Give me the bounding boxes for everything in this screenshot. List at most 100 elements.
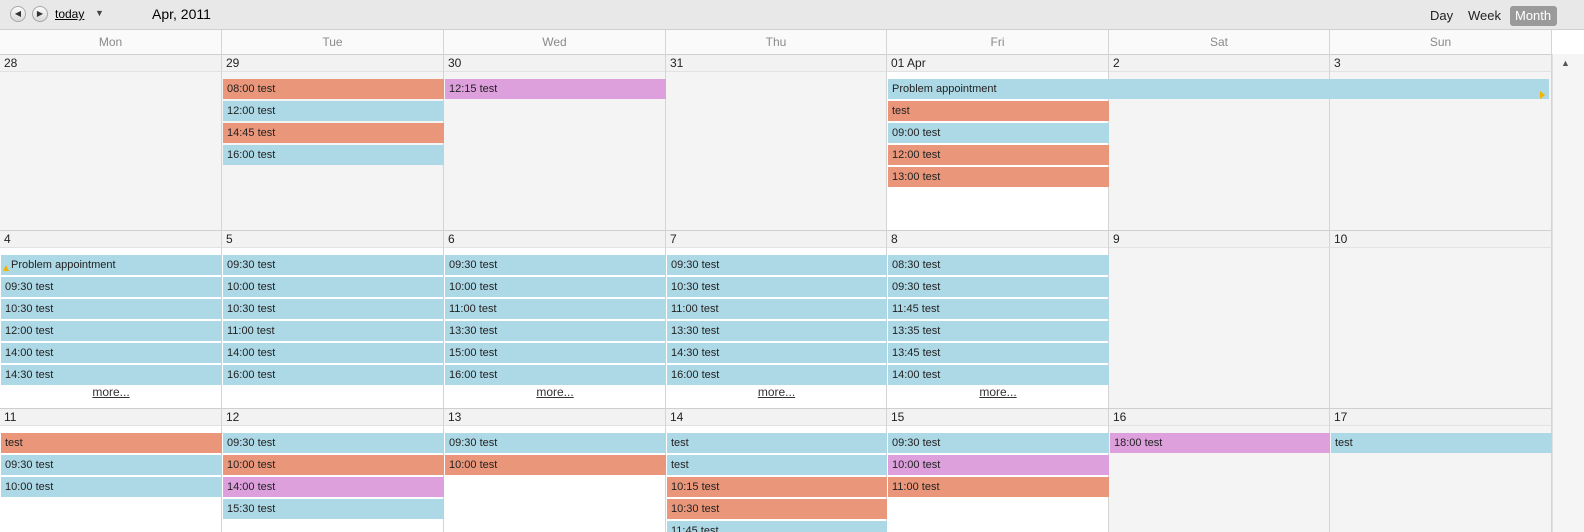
caret-down-icon[interactable]: ▼ (95, 8, 104, 18)
event-item[interactable]: 15:00 test (445, 343, 666, 363)
event-item[interactable]: 10:00 test (1, 477, 222, 497)
event-item[interactable]: 10:00 test (445, 277, 666, 297)
event-item[interactable]: 11:00 test (445, 299, 666, 319)
event-item[interactable]: test (667, 433, 887, 453)
day-number[interactable]: 3 (1330, 54, 1552, 72)
scroll-up-icon[interactable]: ▲ (1561, 58, 1570, 68)
event-span[interactable]: Problem appointment (1, 255, 222, 275)
event-span[interactable]: Problem appointment (888, 79, 1549, 99)
day-number[interactable]: 17 (1330, 408, 1552, 426)
event-item[interactable]: 13:45 test (888, 343, 1109, 363)
event-item[interactable]: test (667, 455, 887, 475)
day-number[interactable]: 6 (444, 230, 666, 248)
event-item[interactable]: 14:00 test (223, 477, 444, 497)
vertical-scrollbar[interactable] (1552, 54, 1584, 532)
day-cell[interactable] (666, 54, 887, 230)
mode-month-button[interactable]: Month (1510, 6, 1557, 26)
event-item[interactable]: 10:00 test (445, 455, 666, 475)
event-item[interactable]: 11:00 test (223, 321, 444, 341)
event-item[interactable]: 11:45 test (667, 521, 887, 532)
event-item[interactable]: 09:30 test (1, 455, 222, 475)
event-item[interactable]: 12:00 test (1, 321, 222, 341)
event-item[interactable]: 11:00 test (888, 477, 1109, 497)
event-item[interactable]: 14:45 test (223, 123, 444, 143)
event-item[interactable]: 10:15 test (667, 477, 887, 497)
day-number[interactable]: 12 (222, 408, 444, 426)
more-link[interactable]: more... (536, 385, 574, 399)
event-item[interactable]: test (888, 101, 1109, 121)
day-cell[interactable] (1330, 408, 1552, 532)
day-number[interactable]: 15 (887, 408, 1109, 426)
event-item[interactable]: 10:30 test (667, 499, 887, 519)
event-item[interactable]: 09:30 test (223, 433, 444, 453)
event-item[interactable]: 13:00 test (888, 167, 1109, 187)
event-item[interactable]: 08:30 test (888, 255, 1109, 275)
event-item[interactable]: 08:00 test (223, 79, 444, 99)
event-item[interactable]: 16:00 test (223, 145, 444, 165)
more-link[interactable]: more... (92, 385, 130, 399)
day-number[interactable]: 8 (887, 230, 1109, 248)
event-item[interactable]: 14:00 test (223, 343, 444, 363)
event-item[interactable]: 11:45 test (888, 299, 1109, 319)
today-button[interactable]: today (55, 7, 85, 21)
event-item[interactable]: 10:30 test (1, 299, 222, 319)
mode-week-button[interactable]: Week (1468, 8, 1501, 23)
event-item[interactable]: 11:00 test (667, 299, 887, 319)
day-number[interactable]: 9 (1109, 230, 1330, 248)
day-cell[interactable] (1109, 230, 1330, 408)
event-item[interactable]: 13:30 test (445, 321, 666, 341)
event-item[interactable]: 10:30 test (667, 277, 887, 297)
event-item[interactable]: 14:00 test (888, 365, 1109, 385)
event-item[interactable]: 09:30 test (888, 433, 1109, 453)
event-item[interactable]: 12:15 test (445, 79, 666, 99)
event-item[interactable]: 16:00 test (223, 365, 444, 385)
event-item[interactable]: 09:30 test (888, 277, 1109, 297)
day-cell[interactable] (1330, 230, 1552, 408)
day-number[interactable]: 31 (666, 54, 887, 72)
event-item[interactable]: 09:30 test (667, 255, 887, 275)
day-number[interactable]: 7 (666, 230, 887, 248)
event-item[interactable]: 09:30 test (1, 277, 222, 297)
event-item[interactable]: 14:00 test (1, 343, 222, 363)
event-item[interactable]: test (1, 433, 222, 453)
more-link[interactable]: more... (757, 385, 796, 399)
day-number[interactable]: 29 (222, 54, 444, 72)
day-number[interactable]: 28 (0, 54, 222, 72)
day-number[interactable]: 16 (1109, 408, 1330, 426)
event-item[interactable]: 12:00 test (888, 145, 1109, 165)
event-item[interactable]: 14:30 test (667, 343, 887, 363)
event-item[interactable]: test (1331, 433, 1552, 453)
event-item[interactable]: 16:00 test (445, 365, 666, 385)
event-item[interactable]: 18:00 test (1110, 433, 1330, 453)
event-item[interactable]: 10:00 test (223, 455, 444, 475)
event-item[interactable]: 09:30 test (445, 433, 666, 453)
event-item[interactable]: 13:30 test (667, 321, 887, 341)
chevron-left-icon[interactable]: ◀ (10, 6, 26, 22)
event-item[interactable]: 10:30 test (223, 299, 444, 319)
day-cell[interactable] (0, 54, 222, 230)
event-item[interactable]: 10:00 test (223, 277, 444, 297)
day-number[interactable]: 4 (0, 230, 222, 248)
day-number[interactable]: 13 (444, 408, 666, 426)
mode-day-button[interactable]: Day (1430, 8, 1454, 23)
day-number[interactable]: 01 Apr (887, 54, 1109, 72)
event-item[interactable]: 13:35 test (888, 321, 1109, 341)
more-link[interactable]: more... (979, 385, 1017, 399)
day-number[interactable]: 14 (666, 408, 887, 426)
event-item[interactable]: 09:30 test (445, 255, 666, 275)
event-item[interactable]: 16:00 test (667, 365, 887, 385)
day-number[interactable]: 2 (1109, 54, 1330, 72)
day-number[interactable]: 30 (444, 54, 666, 72)
event-item[interactable]: 09:00 test (888, 123, 1109, 143)
event-item[interactable]: 15:30 test (223, 499, 444, 519)
chevron-right-icon[interactable]: ▶ (32, 6, 48, 22)
day-cell[interactable] (1109, 408, 1330, 532)
day-number[interactable]: 10 (1330, 230, 1552, 248)
event-item[interactable]: 09:30 test (223, 255, 444, 275)
event-item[interactable]: 12:00 test (223, 101, 444, 121)
event-item[interactable]: 10:00 test (888, 455, 1109, 475)
day-number[interactable]: 11 (0, 408, 222, 426)
date-title: Apr, 2011 (152, 6, 211, 22)
day-number[interactable]: 5 (222, 230, 444, 248)
event-item[interactable]: 14:30 test (1, 365, 222, 385)
